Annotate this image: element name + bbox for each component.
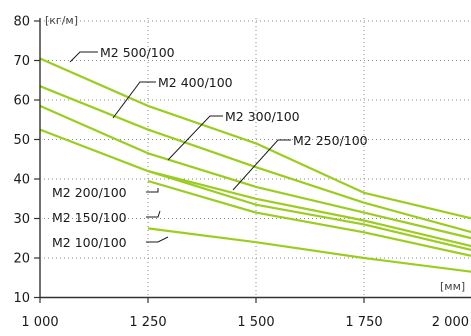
leader-line-m2-150-100: [146, 210, 161, 218]
y-tick-label-40: 40: [13, 173, 30, 188]
series-line-m2-250-100: [39, 128, 471, 248]
leader-line-m2-200-100: [146, 188, 159, 193]
x-tick-label-1250: 1 250: [129, 315, 166, 330]
y-tick-label-60: 60: [13, 94, 30, 109]
x-tick-label-2000: 2 000: [432, 315, 469, 330]
y-tick-label-10: 10: [13, 291, 30, 306]
y-tick-label-20: 20: [13, 252, 30, 267]
series-line-m2-200-100: [147, 170, 471, 251]
series-label-m2-500-100: M2 500/100: [100, 45, 175, 60]
y-tick-label-80: 80: [13, 15, 30, 30]
series-line-m2-100-100: [147, 227, 471, 273]
leader-line-m2-300-100: [167, 115, 223, 161]
series-label-m2-150-100: M2 150/100: [52, 210, 127, 225]
leader-line-m2-500-100: [69, 51, 98, 63]
y-axis-unit: [кг/м]: [45, 14, 78, 27]
series-label-m2-300-100: M2 300/100: [225, 109, 300, 124]
series-label-m2-200-100: M2 200/100: [52, 185, 127, 200]
x-tick-label-1000: 1 000: [21, 315, 58, 330]
x-axis-unit: [мм]: [440, 280, 465, 293]
series-line-m2-150-100: [147, 179, 471, 257]
series-label-m2-250-100: M2 250/100: [293, 133, 368, 148]
y-tick-label-50: 50: [13, 133, 30, 148]
grid: [44, 18, 471, 297]
axes: 10 20 30 40 50 60 70 80 1 000 1 250 1 500 1 750 2 00…: [13, 15, 471, 330]
y-tick-label-70: 70: [13, 54, 30, 69]
leader-line-m2-400-100: [112, 81, 156, 119]
series-line-m2-300-100: [39, 104, 471, 240]
series-label-m2-100-100: M2 100/100: [52, 235, 127, 250]
series-labels: M2 500/100 M2 400/100 M2 300/100 M2 250/100…: [52, 45, 368, 250]
series-line-m2-500-100: [39, 57, 471, 220]
series-label-m2-400-100: M2 400/100: [158, 75, 233, 90]
leader-line-m2-250-100: [232, 139, 291, 191]
x-tick-label-1500: 1 500: [237, 315, 274, 330]
series-lines: [39, 57, 471, 273]
leader-line-m2-100-100: [146, 236, 169, 243]
x-tick-label-1750: 1 750: [345, 315, 382, 330]
y-tick-label-30: 30: [13, 212, 30, 227]
series-line-m2-400-100: [39, 85, 471, 234]
